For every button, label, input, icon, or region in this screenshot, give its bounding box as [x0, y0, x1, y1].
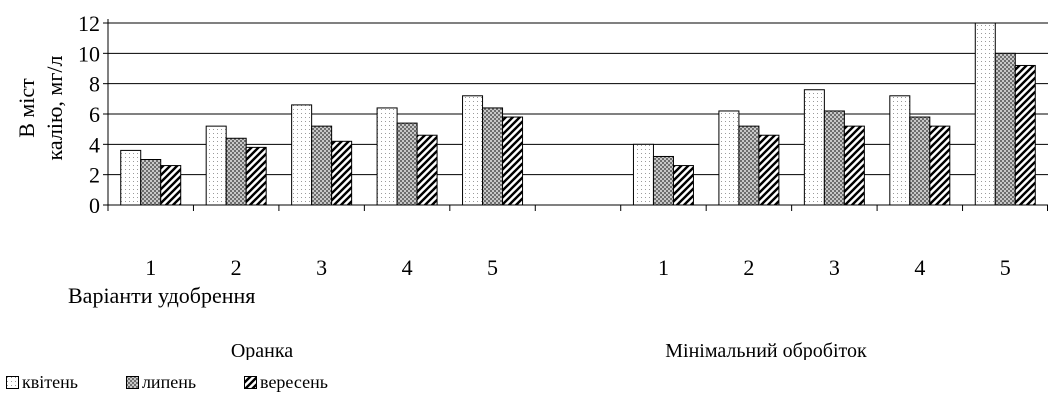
y-axis-label-line1: В міст: [14, 78, 39, 138]
bar-september: [843, 125, 865, 206]
bar-september: [758, 134, 780, 206]
x-category-label: 5: [487, 255, 498, 280]
legend-item-april: квітень: [6, 372, 78, 393]
bar-april: [889, 95, 911, 206]
x-category-label: 3: [829, 255, 840, 280]
legend-swatch-april: [6, 376, 19, 389]
y-tick-label: 2: [89, 163, 100, 188]
y-tick-label: 4: [89, 132, 100, 157]
legend-label-july: липень: [141, 372, 197, 392]
bar-september: [929, 125, 951, 206]
legend-swatch-july: [125, 376, 139, 389]
y-tick-label: 8: [89, 72, 100, 97]
bar-july: [140, 159, 162, 206]
x-category-label: 2: [743, 255, 754, 280]
bar-july: [738, 125, 760, 206]
y-tick-label: 12: [78, 11, 100, 36]
legend-item-july: липень: [125, 372, 197, 393]
legend-swatch-september: [244, 376, 258, 389]
x-category-label: 4: [402, 255, 413, 280]
y-tick-label: 0: [89, 193, 100, 218]
x-category-label: 1: [658, 255, 669, 280]
legend-item-september: вересень: [244, 372, 328, 393]
legend: квітень липень вересень: [6, 372, 376, 393]
bar-july: [823, 110, 845, 206]
bar-september: [160, 165, 182, 206]
bar-july: [482, 107, 504, 206]
bar-september: [502, 116, 524, 206]
bar-july: [652, 155, 674, 206]
bar-july: [909, 116, 931, 206]
x-category-label: 5: [1000, 255, 1011, 280]
bar-april: [718, 110, 740, 206]
group-label-oranka: Оранка: [231, 340, 293, 360]
x-category-label: 3: [316, 255, 327, 280]
bar-september: [672, 165, 694, 206]
x-axis-label: Варіанти удобрення: [68, 283, 255, 308]
bar-april: [632, 143, 654, 206]
bar-april: [803, 89, 825, 206]
bar-april: [974, 22, 996, 206]
group-label-minimal: Мінімальний обробіток: [665, 340, 867, 360]
x-category-label: 4: [914, 255, 925, 280]
bar-april: [291, 104, 313, 206]
bar-april: [462, 95, 484, 206]
y-tick-label: 10: [78, 41, 100, 66]
bar-april: [376, 107, 398, 206]
bar-september: [331, 140, 353, 206]
bar-july: [396, 122, 418, 206]
bar-july: [225, 137, 247, 206]
legend-label-april: квітень: [22, 372, 78, 392]
bar-july: [311, 125, 333, 206]
bar-september: [1014, 64, 1036, 206]
y-tick-label: 6: [89, 102, 100, 127]
legend-label-september: вересень: [260, 372, 328, 392]
x-category-label: 1: [145, 255, 156, 280]
bar-july: [994, 52, 1016, 206]
bar-april: [205, 125, 227, 206]
y-axis-label-line2: калію, мг/л: [42, 56, 67, 161]
x-category-label: 2: [231, 255, 242, 280]
bar-september: [245, 146, 267, 206]
bar-chart: В міст калію, мг/л Варіанти удобрення Ор…: [14, 11, 1048, 360]
bar-september: [416, 134, 438, 206]
bar-april: [120, 149, 142, 206]
